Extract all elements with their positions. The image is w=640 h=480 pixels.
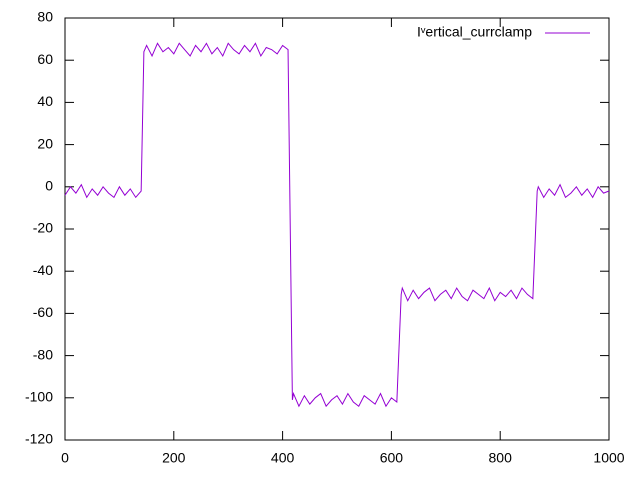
y-tick-label: 0 <box>45 178 53 194</box>
x-tick-label: 200 <box>162 450 186 466</box>
x-tick-label: 1000 <box>593 450 624 466</box>
x-tick-label: 400 <box>271 450 295 466</box>
y-tick-label: -40 <box>33 262 53 278</box>
x-tick-label: 800 <box>489 450 513 466</box>
series-line <box>64 42 610 408</box>
y-tick-label: 60 <box>37 51 53 67</box>
y-tick-label: 20 <box>37 135 53 151</box>
y-tick-label: -60 <box>33 304 53 320</box>
legend-label: Iᵛertical_currclamp <box>417 24 532 40</box>
plot-border <box>64 17 610 441</box>
x-tick-label: 600 <box>380 450 404 466</box>
y-tick-label: -120 <box>25 431 53 447</box>
y-tick-label: -20 <box>33 220 53 236</box>
y-tick-label: 40 <box>37 93 53 109</box>
y-tick-label: -100 <box>25 389 53 405</box>
y-tick-label: -80 <box>33 346 53 362</box>
x-tick-label: 0 <box>61 450 69 466</box>
y-tick-label: 80 <box>37 9 53 25</box>
